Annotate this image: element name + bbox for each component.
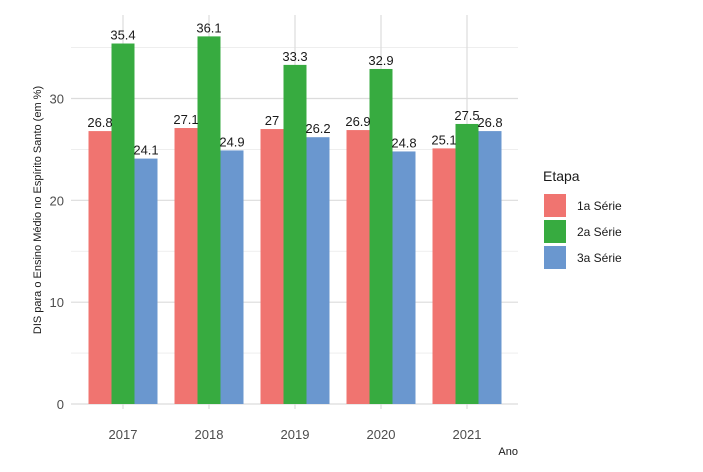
data-labels: 26.8 27.1 27 26.9 25.1 35.4 36.1 33.3 32.9 27.5 24… bbox=[87, 20, 502, 157]
bar-1a-série-2021 bbox=[432, 148, 456, 404]
data-label: 33.3 bbox=[282, 49, 307, 64]
data-label: 36.1 bbox=[196, 20, 221, 35]
y-tick-label: 0 bbox=[57, 397, 64, 412]
bar-1a-série-2020 bbox=[346, 130, 370, 404]
data-label: 26.8 bbox=[87, 115, 112, 130]
data-label: 32.9 bbox=[368, 53, 393, 68]
bar-2a-série-2019 bbox=[283, 64, 307, 405]
data-label: 26.8 bbox=[477, 115, 502, 130]
data-label: 24.1 bbox=[133, 143, 158, 158]
bar-3a-série-2019 bbox=[306, 137, 330, 404]
legend-label: 1a Série bbox=[577, 199, 622, 213]
x-tick-label: 2019 bbox=[281, 427, 310, 442]
bar-2a-série-2020 bbox=[369, 68, 393, 405]
x-axis-ticks: 2017 2018 2019 2020 2021 bbox=[109, 427, 482, 442]
bar-1a-série-2017 bbox=[88, 131, 112, 405]
y-tick-label: 20 bbox=[50, 193, 64, 208]
y-tick-label: 10 bbox=[50, 295, 64, 310]
data-label: 26.9 bbox=[345, 114, 370, 129]
data-label: 27 bbox=[265, 113, 279, 128]
legend: Etapa 1a Série 2a Série 3a Série bbox=[543, 168, 622, 269]
x-tick-label: 2017 bbox=[109, 427, 138, 442]
data-label: 35.4 bbox=[110, 28, 135, 43]
legend-label: 2a Série bbox=[577, 225, 622, 239]
legend-label: 3a Série bbox=[577, 251, 622, 265]
x-tick-label: 2021 bbox=[453, 427, 482, 442]
legend-title: Etapa bbox=[543, 168, 580, 184]
y-tick-label: 30 bbox=[50, 92, 64, 107]
y-axis-title: DIS para o Ensino Médio no Espírito Sant… bbox=[32, 86, 44, 334]
data-label: 25.1 bbox=[431, 132, 456, 147]
data-label: 26.2 bbox=[305, 121, 330, 136]
data-label: 24.8 bbox=[391, 135, 416, 150]
bars bbox=[88, 36, 502, 405]
bar-3a-série-2018 bbox=[220, 150, 244, 404]
y-axis-ticks: 0 10 20 30 bbox=[50, 92, 64, 412]
bar-3a-série-2017 bbox=[134, 158, 158, 404]
legend-swatch bbox=[544, 194, 566, 217]
data-label: 24.9 bbox=[219, 134, 244, 149]
x-tick-label: 2020 bbox=[367, 427, 396, 442]
x-axis-title: Ano bbox=[498, 446, 518, 458]
legend-swatch bbox=[544, 246, 566, 269]
bar-1a-série-2018 bbox=[174, 128, 198, 404]
bar-1a-série-2019 bbox=[260, 129, 284, 404]
legend-swatch bbox=[544, 220, 566, 243]
bar-2a-série-2021 bbox=[455, 123, 479, 405]
bar-2a-série-2017 bbox=[111, 43, 135, 404]
bar-3a-série-2020 bbox=[392, 151, 416, 404]
x-tick-label: 2018 bbox=[195, 427, 224, 442]
bar-2a-série-2018 bbox=[197, 36, 221, 404]
data-label: 27.5 bbox=[454, 108, 479, 123]
data-label: 27.1 bbox=[173, 112, 198, 127]
bar-3a-série-2021 bbox=[478, 131, 502, 405]
